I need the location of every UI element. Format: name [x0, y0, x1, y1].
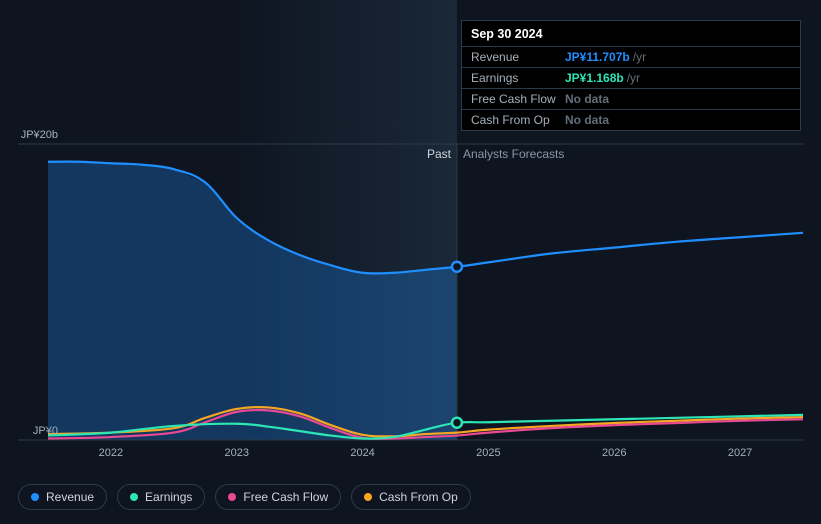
tooltip-row: RevenueJP¥11.707b/yr — [462, 47, 800, 68]
legend-dot-icon — [364, 493, 372, 501]
legend-label: Revenue — [46, 490, 94, 504]
legend-label: Earnings — [145, 490, 192, 504]
legend-dot-icon — [130, 493, 138, 501]
svg-text:Past: Past — [427, 147, 452, 161]
y-axis-label: JP¥0 — [18, 425, 58, 437]
tooltip-value: No data — [565, 92, 609, 106]
tooltip-value: JP¥1.168b — [565, 71, 624, 85]
tooltip-suffix: /yr — [627, 71, 640, 85]
x-axis-label: 2023 — [225, 447, 249, 459]
tooltip-label: Revenue — [471, 50, 565, 64]
legend-label: Cash From Op — [379, 490, 458, 504]
x-axis-label: 2027 — [728, 447, 752, 459]
svg-text:Analysts Forecasts: Analysts Forecasts — [463, 147, 564, 161]
tooltip-label: Free Cash Flow — [471, 92, 565, 106]
x-axis-label: 2024 — [350, 447, 374, 459]
legend-item-earnings[interactable]: Earnings — [117, 484, 205, 510]
tooltip-row: Cash From OpNo data — [462, 110, 800, 130]
tooltip-row: EarningsJP¥1.168b/yr — [462, 68, 800, 89]
marker-revenue — [452, 262, 462, 272]
chart-tooltip: Sep 30 2024 RevenueJP¥11.707b/yrEarnings… — [461, 20, 801, 131]
tooltip-label: Earnings — [471, 71, 565, 85]
chart-legend: Revenue Earnings Free Cash Flow Cash From O… — [18, 484, 471, 510]
x-axis-label: 2022 — [99, 447, 123, 459]
legend-item-cfo[interactable]: Cash From Op — [351, 484, 471, 510]
legend-dot-icon — [228, 493, 236, 501]
tooltip-date: Sep 30 2024 — [462, 21, 800, 47]
tooltip-label: Cash From Op — [471, 113, 565, 127]
legend-label: Free Cash Flow — [243, 490, 328, 504]
marker-earnings — [452, 418, 462, 428]
x-axis-label: 2025 — [476, 447, 500, 459]
tooltip-row: Free Cash FlowNo data — [462, 89, 800, 110]
legend-item-fcf[interactable]: Free Cash Flow — [215, 484, 341, 510]
tooltip-value: No data — [565, 113, 609, 127]
tooltip-value: JP¥11.707b — [565, 50, 630, 64]
legend-dot-icon — [31, 493, 39, 501]
legend-item-revenue[interactable]: Revenue — [18, 484, 107, 510]
x-axis-label: 2026 — [602, 447, 626, 459]
tooltip-suffix: /yr — [633, 50, 646, 64]
y-axis-label: JP¥20b — [18, 129, 58, 141]
